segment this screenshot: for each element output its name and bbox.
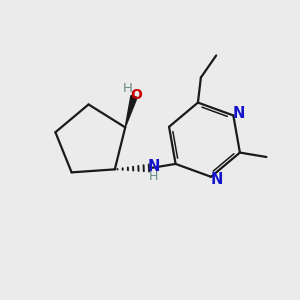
Text: N: N — [147, 159, 160, 174]
Polygon shape — [125, 96, 137, 128]
Text: O: O — [130, 88, 142, 102]
Text: H: H — [149, 170, 158, 183]
Text: N: N — [233, 106, 245, 122]
Text: N: N — [210, 172, 223, 187]
Text: H: H — [123, 82, 133, 95]
